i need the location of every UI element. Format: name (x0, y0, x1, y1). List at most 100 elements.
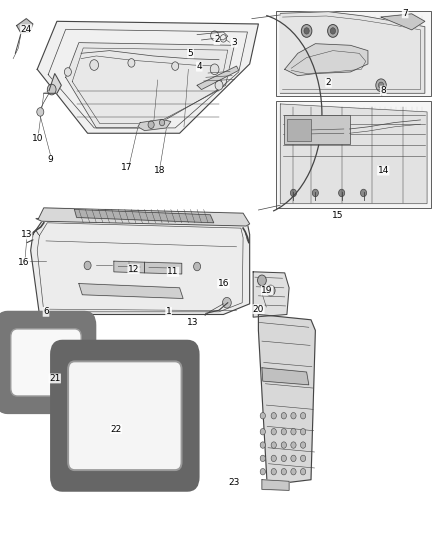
Bar (276, 11, 431, 96)
Circle shape (300, 455, 306, 462)
Polygon shape (114, 261, 145, 273)
Circle shape (215, 80, 223, 90)
Circle shape (378, 82, 384, 88)
Circle shape (266, 285, 275, 296)
Polygon shape (36, 208, 250, 226)
FancyBboxPatch shape (68, 361, 181, 470)
Text: 7: 7 (402, 9, 408, 18)
Circle shape (312, 189, 318, 197)
Text: 2: 2 (214, 36, 219, 44)
Circle shape (281, 429, 286, 435)
Text: 12: 12 (128, 265, 139, 273)
Circle shape (260, 442, 265, 448)
Text: 10: 10 (32, 134, 43, 143)
Polygon shape (258, 314, 315, 485)
Text: 11: 11 (167, 268, 179, 276)
Circle shape (291, 442, 296, 448)
Circle shape (328, 25, 338, 37)
Circle shape (260, 455, 265, 462)
Bar (287, 119, 311, 141)
Circle shape (271, 413, 276, 419)
Text: 8: 8 (380, 86, 386, 95)
Circle shape (37, 108, 44, 116)
Circle shape (339, 189, 345, 197)
Circle shape (291, 429, 296, 435)
Circle shape (148, 121, 154, 128)
Polygon shape (66, 43, 234, 128)
Circle shape (271, 429, 276, 435)
Polygon shape (285, 44, 368, 76)
Polygon shape (262, 480, 289, 490)
Circle shape (47, 84, 56, 95)
Text: 24: 24 (21, 25, 32, 34)
Text: 23: 23 (229, 478, 240, 487)
Polygon shape (79, 284, 183, 298)
FancyBboxPatch shape (0, 312, 95, 413)
Circle shape (210, 64, 219, 75)
FancyBboxPatch shape (11, 329, 81, 396)
Text: 20: 20 (253, 305, 264, 313)
Text: 5: 5 (187, 49, 194, 58)
Circle shape (281, 455, 286, 462)
Circle shape (258, 275, 266, 286)
Circle shape (260, 413, 265, 419)
Polygon shape (280, 12, 425, 93)
Polygon shape (145, 262, 182, 274)
Text: 16: 16 (18, 258, 30, 266)
Polygon shape (197, 66, 239, 90)
Circle shape (330, 28, 336, 34)
Circle shape (291, 413, 296, 419)
Text: 21: 21 (49, 374, 60, 383)
Circle shape (291, 469, 296, 475)
Text: 19: 19 (261, 286, 273, 295)
Polygon shape (44, 74, 61, 93)
Circle shape (360, 189, 367, 197)
Polygon shape (74, 209, 214, 223)
Polygon shape (280, 104, 427, 204)
Circle shape (290, 189, 297, 197)
Polygon shape (262, 368, 309, 385)
Circle shape (304, 28, 309, 34)
Circle shape (271, 442, 276, 448)
Circle shape (194, 262, 201, 271)
Circle shape (128, 59, 135, 67)
Circle shape (90, 60, 99, 70)
Circle shape (300, 413, 306, 419)
Polygon shape (17, 19, 33, 33)
Circle shape (271, 455, 276, 462)
Text: 13: 13 (21, 230, 32, 239)
Text: 14: 14 (378, 166, 389, 175)
Circle shape (172, 62, 179, 70)
Text: 6: 6 (43, 308, 49, 316)
Circle shape (301, 25, 312, 37)
Bar (284, 115, 350, 144)
Text: 18: 18 (154, 166, 166, 175)
Circle shape (260, 469, 265, 475)
Circle shape (300, 442, 306, 448)
Circle shape (291, 455, 296, 462)
Circle shape (223, 297, 231, 308)
Circle shape (281, 469, 286, 475)
Polygon shape (253, 272, 289, 317)
Text: 1: 1 (166, 308, 172, 316)
Circle shape (159, 119, 165, 126)
Text: 3: 3 (231, 38, 237, 47)
Text: 13: 13 (187, 318, 198, 327)
Polygon shape (31, 219, 250, 314)
Circle shape (281, 413, 286, 419)
Text: 2: 2 (326, 78, 331, 87)
Bar (276, 101, 431, 208)
Text: 9: 9 (47, 156, 53, 164)
Circle shape (260, 429, 265, 435)
Polygon shape (138, 119, 171, 131)
Text: 17: 17 (121, 164, 133, 172)
Circle shape (64, 68, 71, 76)
Circle shape (84, 261, 91, 270)
Circle shape (281, 442, 286, 448)
Circle shape (271, 469, 276, 475)
Text: 4: 4 (197, 62, 202, 71)
Polygon shape (381, 14, 425, 30)
Text: 22: 22 (110, 425, 122, 433)
Polygon shape (37, 21, 258, 133)
Circle shape (376, 79, 386, 92)
